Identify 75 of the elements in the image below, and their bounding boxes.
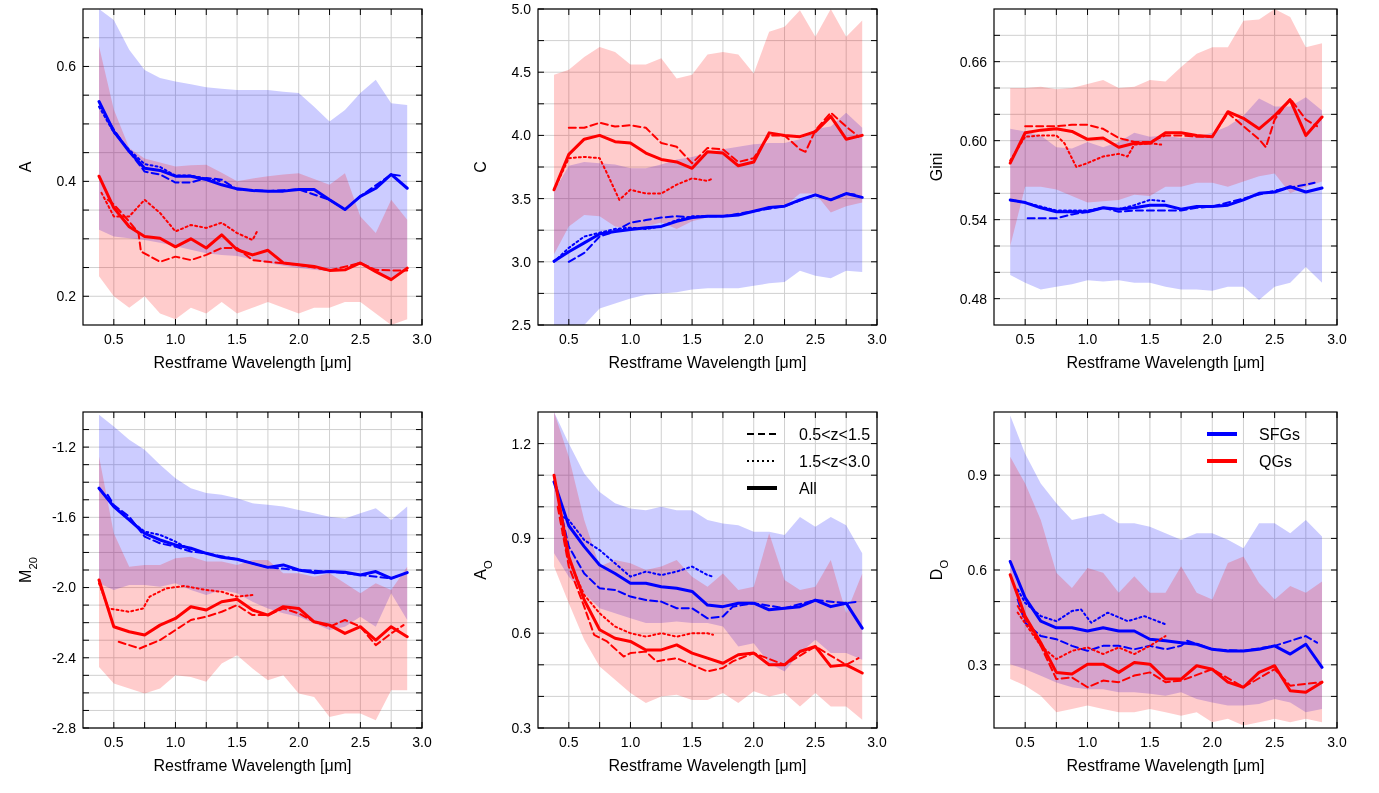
y-tick-label: 0.4 — [56, 173, 77, 190]
x-tick-label: 0.5 — [104, 331, 124, 347]
y-tick-label: -1.2 — [51, 439, 77, 456]
x-tick-label: 1.5 — [1140, 734, 1160, 750]
x-tick-label: 2.0 — [288, 734, 309, 750]
legend-label: SFGs — [1259, 425, 1300, 443]
x-tick-label: 1.0 — [1077, 734, 1098, 750]
y-tick-label: 5.0 — [511, 0, 532, 17]
x-tick-label: 1.0 — [165, 734, 186, 750]
x-axis-title: Restframe Wavelength [μm] — [153, 354, 352, 371]
x-tick-label: 1.5 — [682, 734, 703, 750]
y-tick-label: 2.5 — [511, 316, 532, 333]
y-tick-label: 0.6 — [56, 58, 77, 75]
y-tick-label: 0.3 — [511, 719, 532, 736]
x-tick-label: 2.5 — [1264, 734, 1285, 750]
x-tick-label: 3.0 — [412, 734, 432, 750]
y-tick-label: 1.2 — [511, 435, 532, 452]
x-tick-label: 3.0 — [412, 331, 432, 347]
y-tick-label: 0.54 — [959, 211, 988, 228]
y-tick-label: 0.3 — [967, 656, 988, 673]
y-tick-label: 0.48 — [959, 290, 988, 307]
x-tick-label: 3.0 — [1327, 734, 1347, 750]
x-axis-title: Restframe Wavelength [μm] — [608, 757, 807, 774]
y-tick-label: 0.9 — [511, 530, 532, 547]
y-tick-label: 0.6 — [511, 625, 532, 642]
y-axis-title: Gini — [928, 152, 945, 182]
x-tick-label: 0.5 — [559, 331, 579, 347]
y-tick-label: 3.0 — [511, 253, 532, 270]
y-tick-label: 0.60 — [959, 132, 988, 149]
y-tick-label: 0.9 — [967, 467, 988, 484]
x-tick-label: 1.5 — [227, 331, 248, 347]
x-tick-label: 1.0 — [1077, 331, 1098, 347]
legend-label: 1.5<z<3.0 — [799, 452, 871, 470]
x-tick-label: 2.0 — [743, 331, 764, 347]
x-tick-label: 2.5 — [1264, 331, 1285, 347]
y-tick-label: 0.66 — [959, 53, 988, 70]
y-tick-label: 0.2 — [56, 288, 77, 305]
x-tick-label: 3.0 — [867, 734, 887, 750]
x-axis-title: Restframe Wavelength [μm] — [1066, 354, 1265, 371]
x-tick-label: 1.0 — [620, 331, 641, 347]
y-tick-label: 4.5 — [511, 64, 532, 81]
x-tick-label: 3.0 — [1327, 331, 1347, 347]
y-tick-label: 0.6 — [967, 561, 988, 578]
x-tick-label: 1.5 — [1140, 331, 1160, 347]
y-tick-label: 3.5 — [511, 190, 532, 207]
y-tick-label: -2.4 — [51, 649, 77, 666]
x-tick-label: 2.5 — [350, 734, 371, 750]
x-tick-label: 0.5 — [104, 734, 124, 750]
x-axis-title: Restframe Wavelength [μm] — [1066, 757, 1265, 774]
y-axis-title: C — [472, 161, 489, 173]
x-tick-label: 0.5 — [1015, 331, 1036, 347]
y-tick-label: -2.0 — [51, 579, 77, 596]
x-tick-label: 2.5 — [350, 331, 371, 347]
x-tick-label: 3.0 — [867, 331, 887, 347]
y-tick-label: -2.8 — [51, 719, 77, 736]
x-tick-label: 0.5 — [559, 734, 579, 750]
x-tick-label: 2.0 — [743, 734, 764, 750]
x-tick-label: 0.5 — [1015, 734, 1036, 750]
x-tick-label: 2.0 — [1202, 331, 1223, 347]
y-tick-label: -1.6 — [51, 509, 77, 526]
y-tick-label: 4.0 — [511, 127, 532, 144]
legend-label: QGs — [1259, 452, 1292, 470]
x-tick-label: 1.5 — [227, 734, 248, 750]
x-tick-label: 2.0 — [1202, 734, 1223, 750]
legend-label: 0.5<z<1.5 — [799, 425, 871, 443]
x-tick-label: 1.5 — [682, 331, 703, 347]
x-axis-title: Restframe Wavelength [μm] — [153, 757, 352, 774]
x-tick-label: 2.5 — [805, 331, 826, 347]
x-tick-label: 2.0 — [288, 331, 309, 347]
x-tick-label: 1.0 — [620, 734, 641, 750]
x-axis-title: Restframe Wavelength [μm] — [608, 354, 807, 371]
legend-label: All — [799, 479, 817, 497]
x-tick-label: 2.5 — [805, 734, 826, 750]
x-tick-label: 1.0 — [165, 331, 186, 347]
y-axis-title: A — [17, 161, 34, 173]
